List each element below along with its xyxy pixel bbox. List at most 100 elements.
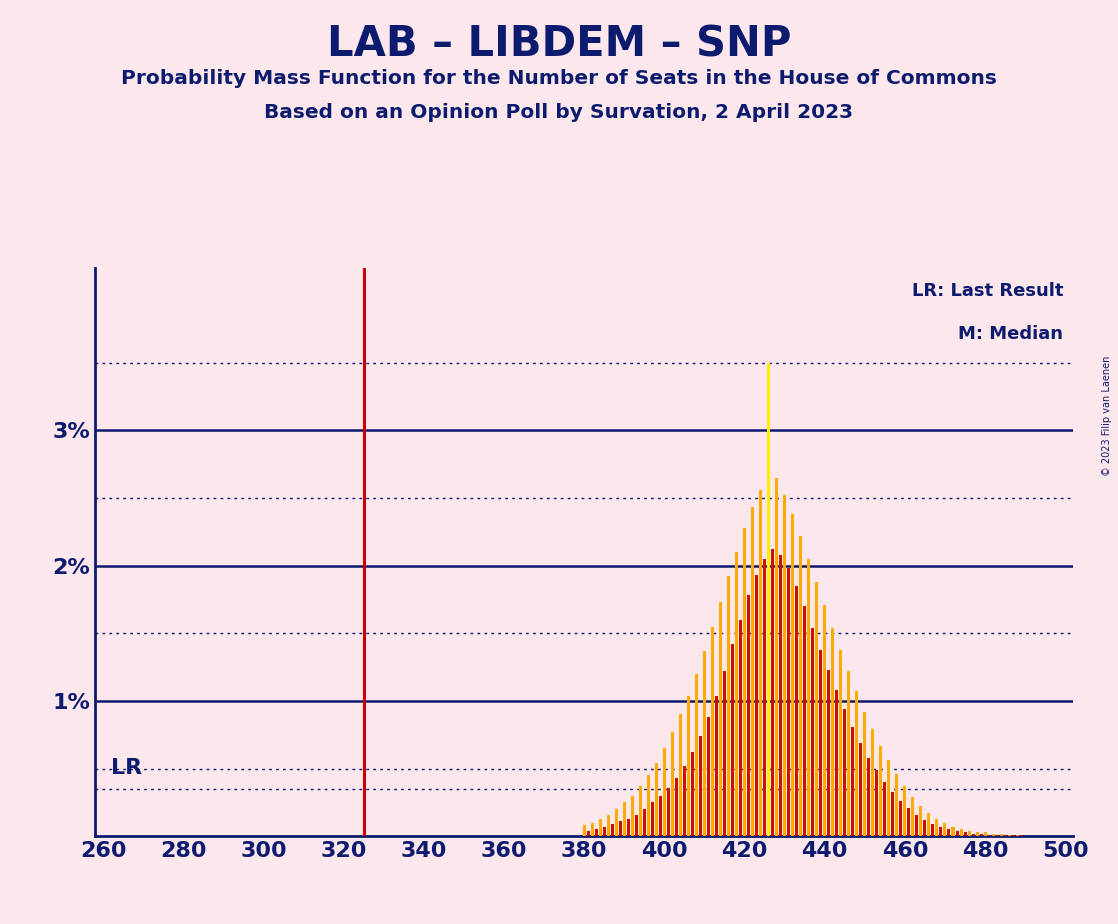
Bar <box>992 833 995 836</box>
Bar <box>831 628 834 836</box>
Bar <box>972 833 975 836</box>
Bar <box>819 650 822 836</box>
Bar <box>903 786 907 836</box>
Bar <box>727 577 730 836</box>
Bar <box>607 815 609 836</box>
Bar <box>751 507 754 836</box>
Bar <box>631 796 634 836</box>
Bar <box>590 822 594 836</box>
Bar <box>1015 835 1018 836</box>
Bar <box>666 787 670 836</box>
Text: LR: LR <box>111 758 142 778</box>
Bar <box>1007 835 1011 836</box>
Bar <box>739 620 742 836</box>
Bar <box>947 830 950 836</box>
Bar <box>638 786 642 836</box>
Bar <box>775 478 778 836</box>
Bar <box>896 774 899 836</box>
Bar <box>803 606 806 836</box>
Bar <box>675 778 678 836</box>
Bar <box>807 559 811 836</box>
Bar <box>899 801 902 836</box>
Bar <box>759 490 762 836</box>
Bar <box>779 554 783 836</box>
Bar <box>999 833 1003 836</box>
Bar <box>771 550 774 836</box>
Bar <box>623 802 626 836</box>
Text: M: Median: M: Median <box>958 324 1063 343</box>
Bar <box>871 729 874 836</box>
Bar <box>651 802 654 836</box>
Bar <box>919 807 922 836</box>
Bar <box>979 833 983 836</box>
Bar <box>655 763 657 836</box>
Bar <box>647 775 650 836</box>
Bar <box>1012 835 1015 836</box>
Bar <box>598 819 601 836</box>
Bar <box>964 833 967 836</box>
Bar <box>956 831 958 836</box>
Bar <box>743 528 746 836</box>
Bar <box>875 770 879 836</box>
Bar <box>911 797 915 836</box>
Bar <box>719 602 722 836</box>
Bar <box>944 822 947 836</box>
Bar <box>996 835 998 836</box>
Bar <box>891 792 894 836</box>
Bar <box>610 824 614 836</box>
Bar <box>747 595 750 836</box>
Bar <box>795 586 798 836</box>
Bar <box>843 709 846 836</box>
Bar <box>815 582 818 836</box>
Bar <box>799 536 802 836</box>
Bar <box>686 696 690 836</box>
Text: Based on an Opinion Poll by Survation, 2 April 2023: Based on an Opinion Poll by Survation, 2… <box>265 103 853 123</box>
Bar <box>959 830 963 836</box>
Bar <box>868 758 870 836</box>
Bar <box>951 827 955 836</box>
Bar <box>755 575 758 836</box>
Bar <box>711 626 714 836</box>
Bar <box>587 831 589 836</box>
Bar <box>723 671 726 836</box>
Bar <box>976 833 978 836</box>
Bar <box>880 746 882 836</box>
Bar <box>615 809 618 836</box>
Bar <box>888 760 890 836</box>
Bar <box>939 827 942 836</box>
Bar <box>731 644 735 836</box>
Bar <box>635 815 637 836</box>
Bar <box>823 605 826 836</box>
Bar <box>812 628 814 836</box>
Bar <box>916 815 918 836</box>
Bar <box>860 743 862 836</box>
Bar <box>835 690 838 836</box>
Bar <box>627 819 629 836</box>
Bar <box>787 568 790 836</box>
Bar <box>671 732 674 836</box>
Text: LAB – LIBDEM – SNP: LAB – LIBDEM – SNP <box>326 23 792 65</box>
Bar <box>595 830 598 836</box>
Bar <box>792 514 794 836</box>
Bar <box>643 809 646 836</box>
Bar <box>984 833 986 836</box>
Bar <box>783 495 786 836</box>
Bar <box>767 363 770 836</box>
Bar <box>928 813 930 836</box>
Bar <box>967 831 970 836</box>
Bar <box>923 820 927 836</box>
Bar <box>695 674 698 836</box>
Bar <box>1020 835 1023 836</box>
Bar <box>908 808 910 836</box>
Bar <box>987 835 991 836</box>
Bar <box>936 819 938 836</box>
Bar <box>735 553 738 836</box>
Bar <box>863 711 866 836</box>
Bar <box>699 736 702 836</box>
Bar <box>663 748 666 836</box>
Text: © 2023 Filip van Laenen: © 2023 Filip van Laenen <box>1102 356 1112 476</box>
Bar <box>582 825 586 836</box>
Bar <box>659 796 662 836</box>
Bar <box>764 559 766 836</box>
Bar <box>703 650 705 836</box>
